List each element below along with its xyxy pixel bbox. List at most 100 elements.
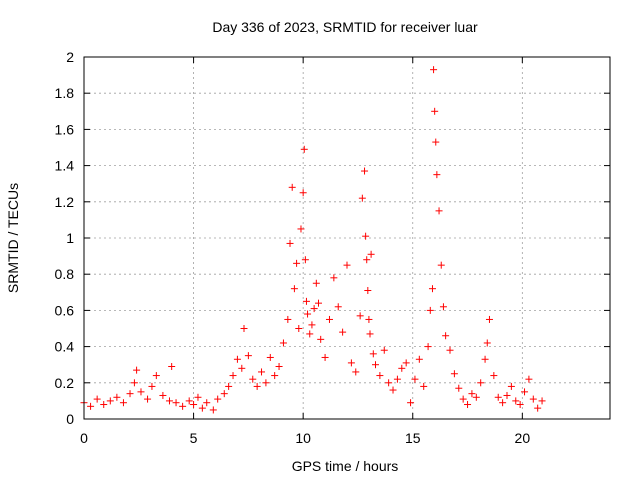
x-tick-label: 5 — [190, 430, 198, 446]
data-point — [525, 375, 533, 383]
data-point — [119, 399, 127, 407]
data-point — [315, 299, 323, 307]
data-point — [393, 375, 401, 383]
data-point — [439, 303, 447, 311]
data-point — [503, 391, 511, 399]
x-tick-label: 0 — [80, 430, 88, 446]
tick-labels: 00.20.40.60.811.21.41.61.820 5 10 15 20 — [55, 49, 531, 446]
data-point — [347, 359, 355, 367]
data-point — [165, 397, 173, 405]
data-point — [361, 167, 369, 175]
y-tick-label: 0.8 — [55, 266, 75, 282]
data-point — [468, 390, 476, 398]
data-point — [304, 310, 312, 318]
data-point — [402, 359, 410, 367]
data-point — [87, 402, 95, 410]
data-point — [330, 274, 338, 282]
data-point — [494, 393, 502, 401]
data-point — [198, 404, 206, 412]
data-point — [258, 368, 266, 376]
data-point — [179, 402, 187, 410]
data-point — [369, 350, 377, 358]
data-point — [266, 353, 274, 361]
data-point — [464, 401, 472, 409]
data-point — [490, 372, 498, 380]
data-point — [297, 225, 305, 233]
data-point — [233, 355, 241, 363]
data-point — [172, 399, 180, 407]
data-point — [271, 372, 279, 380]
data-point — [437, 261, 445, 269]
data-point — [240, 325, 248, 332]
data-point — [194, 393, 202, 401]
data-point — [144, 395, 152, 403]
data-point — [433, 171, 441, 179]
data-point — [363, 256, 371, 264]
data-point — [364, 286, 372, 294]
data-point — [113, 393, 121, 401]
x-tick-label: 20 — [515, 430, 531, 446]
data-point — [229, 372, 237, 380]
data-points — [80, 66, 546, 414]
x-tick-label: 15 — [405, 430, 421, 446]
data-point — [435, 207, 443, 215]
data-point — [371, 361, 379, 369]
data-point — [249, 375, 257, 383]
data-point — [312, 279, 320, 287]
data-point — [334, 303, 342, 311]
data-point — [290, 285, 298, 293]
data-point — [130, 379, 138, 387]
data-point — [367, 250, 375, 258]
x-tick-label: 10 — [295, 430, 311, 446]
y-tick-label: 1.2 — [55, 194, 75, 210]
data-point — [499, 399, 507, 407]
y-tick-label: 2 — [66, 49, 74, 65]
data-point — [446, 346, 454, 354]
data-point — [288, 183, 296, 191]
data-point — [358, 194, 366, 202]
data-point — [133, 366, 141, 374]
data-point — [352, 368, 360, 376]
data-point — [190, 401, 198, 409]
data-point — [286, 239, 294, 247]
data-point — [93, 395, 101, 403]
data-point — [310, 305, 318, 313]
data-point — [238, 364, 246, 372]
data-point — [407, 399, 415, 407]
data-point — [343, 261, 351, 269]
axis-ticks — [83, 56, 610, 420]
data-point — [472, 393, 480, 401]
data-point — [279, 339, 287, 347]
data-point — [225, 382, 233, 390]
data-point — [428, 285, 436, 293]
data-point — [244, 352, 252, 360]
data-point — [534, 404, 542, 412]
data-point — [389, 386, 397, 394]
y-tick-label: 0.2 — [55, 375, 75, 391]
data-point — [431, 107, 439, 115]
data-point — [100, 401, 108, 409]
data-point — [321, 353, 329, 361]
data-point — [203, 399, 211, 407]
data-point — [366, 330, 374, 338]
y-tick-label: 1.4 — [55, 158, 75, 174]
data-point — [308, 321, 316, 329]
data-point — [450, 370, 458, 378]
data-point — [253, 382, 261, 390]
data-point — [420, 382, 428, 390]
data-point — [106, 397, 114, 405]
data-point — [148, 382, 156, 390]
data-point — [126, 390, 134, 398]
data-point — [538, 397, 546, 405]
data-point — [295, 325, 303, 332]
data-point — [485, 315, 493, 323]
x-axis-label: GPS time / hours — [292, 458, 399, 474]
data-point — [376, 372, 384, 380]
data-point — [299, 189, 307, 197]
data-point — [411, 375, 419, 383]
data-point — [516, 401, 524, 409]
data-point — [152, 372, 160, 380]
data-point — [365, 315, 373, 323]
data-point — [284, 315, 292, 323]
y-tick-label: 1.6 — [55, 121, 75, 137]
